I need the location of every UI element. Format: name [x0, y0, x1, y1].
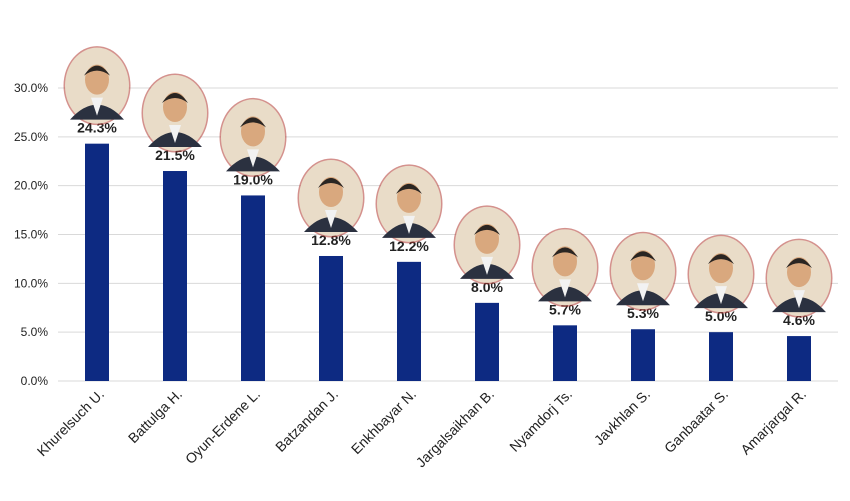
person-photo [63, 46, 131, 126]
person-photo [609, 231, 677, 311]
y-axis-ticks: 0.0% 5.0% 10.0% 15.0% 20.0% 25.0% 30.0% [14, 81, 48, 388]
person-photo [765, 238, 833, 318]
y-tick-label: 15.0% [14, 228, 48, 242]
bars [85, 143, 811, 381]
x-tick-label: Enkhbayar N. [348, 386, 419, 457]
y-tick-label: 25.0% [14, 130, 48, 144]
data-label: 12.2% [389, 238, 429, 254]
x-tick-label: Khurelsuch U. [34, 386, 107, 459]
x-tick-label: Jargalsaikhan B. [413, 386, 498, 471]
x-tick-label: Batzandan J. [272, 386, 341, 455]
bar [85, 143, 109, 381]
bar [241, 195, 265, 381]
person-photo [453, 205, 521, 285]
data-label: 19.0% [233, 171, 273, 187]
x-tick-label: Amarjargal R. [737, 386, 809, 458]
bar [475, 302, 499, 381]
data-label: 21.5% [155, 147, 195, 163]
bar [319, 255, 343, 381]
person-photo [687, 234, 755, 314]
data-label: 24.3% [77, 120, 117, 136]
bar [631, 329, 655, 381]
bar [163, 171, 187, 381]
y-tick-label: 5.0% [21, 325, 49, 339]
y-tick-label: 10.0% [14, 276, 48, 290]
bar [709, 332, 733, 381]
x-axis-ticks: Khurelsuch U. Battulga H.Oyun-Erdene L. Ba… [34, 386, 809, 471]
bar [787, 336, 811, 381]
data-label: 12.8% [311, 232, 351, 248]
person-photo [297, 158, 365, 238]
person-photo [219, 97, 287, 177]
bar [553, 325, 577, 381]
person-photo [141, 73, 209, 153]
person-photo [531, 227, 599, 307]
candidate-photos [63, 46, 833, 318]
x-tick-label: Battulga H. [125, 386, 185, 446]
bar [397, 261, 421, 381]
person-photo [375, 164, 443, 244]
y-tick-label: 30.0% [14, 81, 48, 95]
x-tick-label: Javkhlan S. [591, 386, 653, 448]
x-tick-label: Oyun-Erdene L. [182, 386, 263, 467]
x-tick-label: Nyamdorj Ts. [506, 386, 575, 455]
y-tick-label: 0.0% [21, 374, 49, 388]
x-tick-label: Ganbaatar S. [661, 386, 731, 456]
y-tick-label: 20.0% [14, 179, 48, 193]
